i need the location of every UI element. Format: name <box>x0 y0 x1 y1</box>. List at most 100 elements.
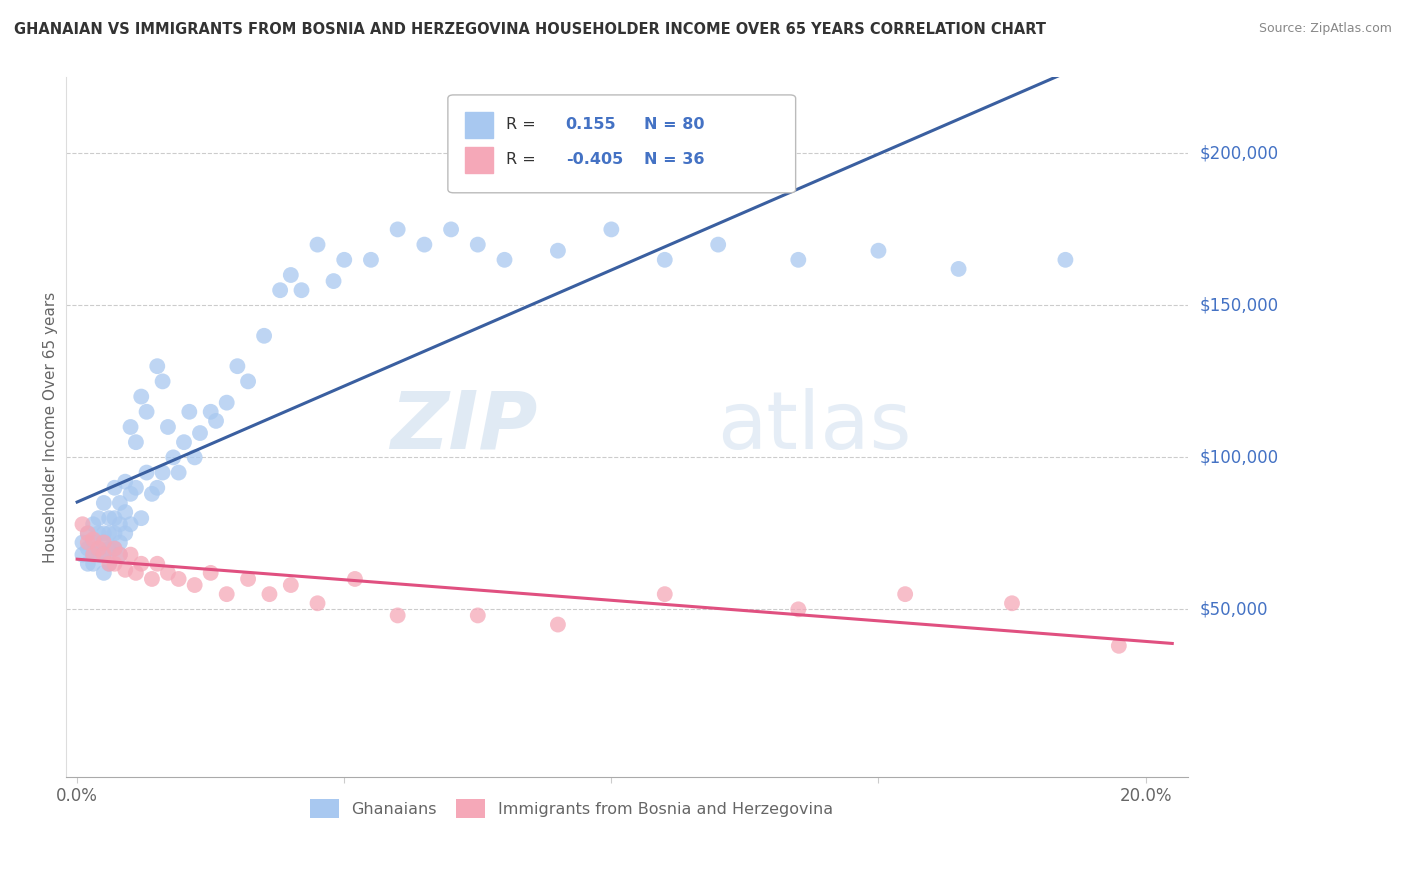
Point <box>103 526 125 541</box>
Point <box>125 566 148 580</box>
Point <box>360 252 382 267</box>
Point <box>82 557 104 571</box>
Text: R =: R = <box>506 118 541 133</box>
Text: atlas: atlas <box>717 388 911 466</box>
Point <box>188 425 211 440</box>
Legend: Ghanaians, Immigrants from Bosnia and Herzegovina: Ghanaians, Immigrants from Bosnia and He… <box>304 792 839 824</box>
Point <box>226 359 249 374</box>
Point <box>269 283 291 297</box>
Point <box>125 481 148 495</box>
Point <box>76 526 98 541</box>
Bar <box>465 146 492 173</box>
Point <box>108 535 131 549</box>
Point <box>76 541 98 556</box>
Point <box>156 420 179 434</box>
Point <box>135 466 157 480</box>
Point <box>93 535 115 549</box>
Point <box>215 587 238 601</box>
Point <box>205 414 228 428</box>
Point <box>98 557 121 571</box>
Point <box>82 548 104 562</box>
Point <box>98 526 121 541</box>
Point <box>787 602 810 616</box>
Point <box>103 511 125 525</box>
Point <box>547 617 569 632</box>
Point <box>120 487 142 501</box>
Point <box>120 517 142 532</box>
Point <box>103 541 125 556</box>
Point <box>387 608 409 623</box>
Point <box>600 222 623 236</box>
Point <box>152 375 174 389</box>
Point <box>108 548 131 562</box>
Point <box>114 505 136 519</box>
Text: R =: R = <box>506 153 541 168</box>
Point <box>280 268 302 282</box>
Point <box>82 548 104 562</box>
Point <box>76 557 98 571</box>
Point <box>120 420 142 434</box>
Point <box>93 535 115 549</box>
Point <box>114 563 136 577</box>
Point <box>103 541 125 556</box>
Point <box>72 517 94 532</box>
Point <box>93 548 115 562</box>
Point <box>135 405 157 419</box>
Point <box>87 511 110 525</box>
Point <box>98 541 121 556</box>
Text: N = 80: N = 80 <box>644 118 704 133</box>
Point <box>114 526 136 541</box>
Point <box>93 526 115 541</box>
Point <box>1108 639 1130 653</box>
Point <box>215 395 238 409</box>
Point <box>141 572 163 586</box>
Point <box>333 252 356 267</box>
Point <box>280 578 302 592</box>
Point <box>93 566 115 580</box>
Point <box>82 535 104 549</box>
Point <box>108 517 131 532</box>
Point <box>129 390 152 404</box>
Point <box>322 274 344 288</box>
Point <box>167 572 190 586</box>
Point <box>87 526 110 541</box>
Point <box>183 578 205 592</box>
Point <box>82 517 104 532</box>
Point <box>1001 596 1024 610</box>
Point <box>787 252 810 267</box>
Point <box>868 244 890 258</box>
Point <box>387 222 409 236</box>
Point <box>167 466 190 480</box>
Point <box>93 496 115 510</box>
Point <box>87 548 110 562</box>
Text: GHANAIAN VS IMMIGRANTS FROM BOSNIA AND HERZEGOVINA HOUSEHOLDER INCOME OVER 65 YE: GHANAIAN VS IMMIGRANTS FROM BOSNIA AND H… <box>14 22 1046 37</box>
Point <box>103 557 125 571</box>
Point <box>948 261 970 276</box>
Point <box>494 252 516 267</box>
Point <box>72 548 94 562</box>
Text: N = 36: N = 36 <box>644 153 704 168</box>
Point <box>156 566 179 580</box>
Text: $50,000: $50,000 <box>1199 600 1268 618</box>
Point <box>162 450 184 465</box>
Point <box>125 435 148 450</box>
Text: -0.405: -0.405 <box>565 153 623 168</box>
Point <box>152 466 174 480</box>
Point <box>440 222 463 236</box>
Point <box>179 405 201 419</box>
Point <box>200 405 222 419</box>
Point <box>654 587 676 601</box>
Point <box>200 566 222 580</box>
Point <box>108 496 131 510</box>
Bar <box>465 112 492 138</box>
Point <box>114 475 136 489</box>
Text: Source: ZipAtlas.com: Source: ZipAtlas.com <box>1258 22 1392 36</box>
Point <box>146 359 169 374</box>
Text: ZIP: ZIP <box>391 388 537 466</box>
Point <box>307 237 329 252</box>
Text: $200,000: $200,000 <box>1199 145 1278 162</box>
Point <box>146 557 169 571</box>
Point <box>707 237 730 252</box>
Point <box>98 557 121 571</box>
Point <box>236 375 259 389</box>
